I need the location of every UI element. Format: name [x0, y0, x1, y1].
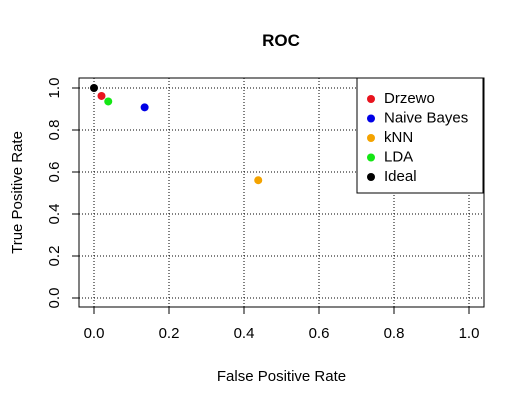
legend-label: Naive Bayes: [384, 109, 468, 126]
y-tick-label: 0.4: [46, 204, 63, 225]
legend-marker: [367, 134, 375, 142]
legend-marker: [367, 95, 375, 103]
legend-label: kNN: [384, 129, 413, 146]
legend: Drzewo Naive Bayes kNN LDA Ideal: [356, 77, 484, 194]
y-tick-label: 0.0: [46, 288, 63, 309]
data-point: [90, 84, 98, 92]
x-tick-label: 0.2: [159, 325, 180, 342]
legend-marker: [367, 153, 375, 162]
data-point: [254, 176, 263, 185]
x-tick-label: 0.8: [384, 325, 405, 342]
axes: 0.0 0.2 0.4 0.6 0.8 1.0 0.0 0.2 0.4 0.6 0.8 1.0: [46, 78, 479, 342]
legend-box: [356, 77, 484, 194]
x-axis-label: False Positive Rate: [217, 368, 346, 385]
data-point: [140, 103, 149, 112]
legend-label: LDA: [384, 148, 413, 165]
data-point: [97, 91, 106, 100]
y-tick-label: 1.0: [46, 78, 63, 99]
legend-label: Ideal: [384, 168, 417, 185]
x-tick-label: 0.4: [234, 325, 255, 342]
plot-frame: [78, 77, 485, 308]
data-points: [90, 84, 263, 185]
y-tick-label: 0.2: [46, 246, 63, 267]
legend-label: Drzewo: [384, 90, 435, 107]
y-axis-label: True Positive Rate: [9, 131, 26, 254]
chart-title: ROC: [262, 31, 300, 50]
legend-marker: [367, 173, 375, 181]
y-tick-label: 0.8: [46, 120, 63, 141]
data-point: [104, 97, 113, 106]
y-tick-label: 0.6: [46, 162, 63, 183]
x-tick-label: 1.0: [459, 325, 480, 342]
x-tick-label: 0.6: [309, 325, 330, 342]
legend-marker: [367, 114, 375, 123]
x-tick-label: 0.0: [84, 325, 105, 342]
